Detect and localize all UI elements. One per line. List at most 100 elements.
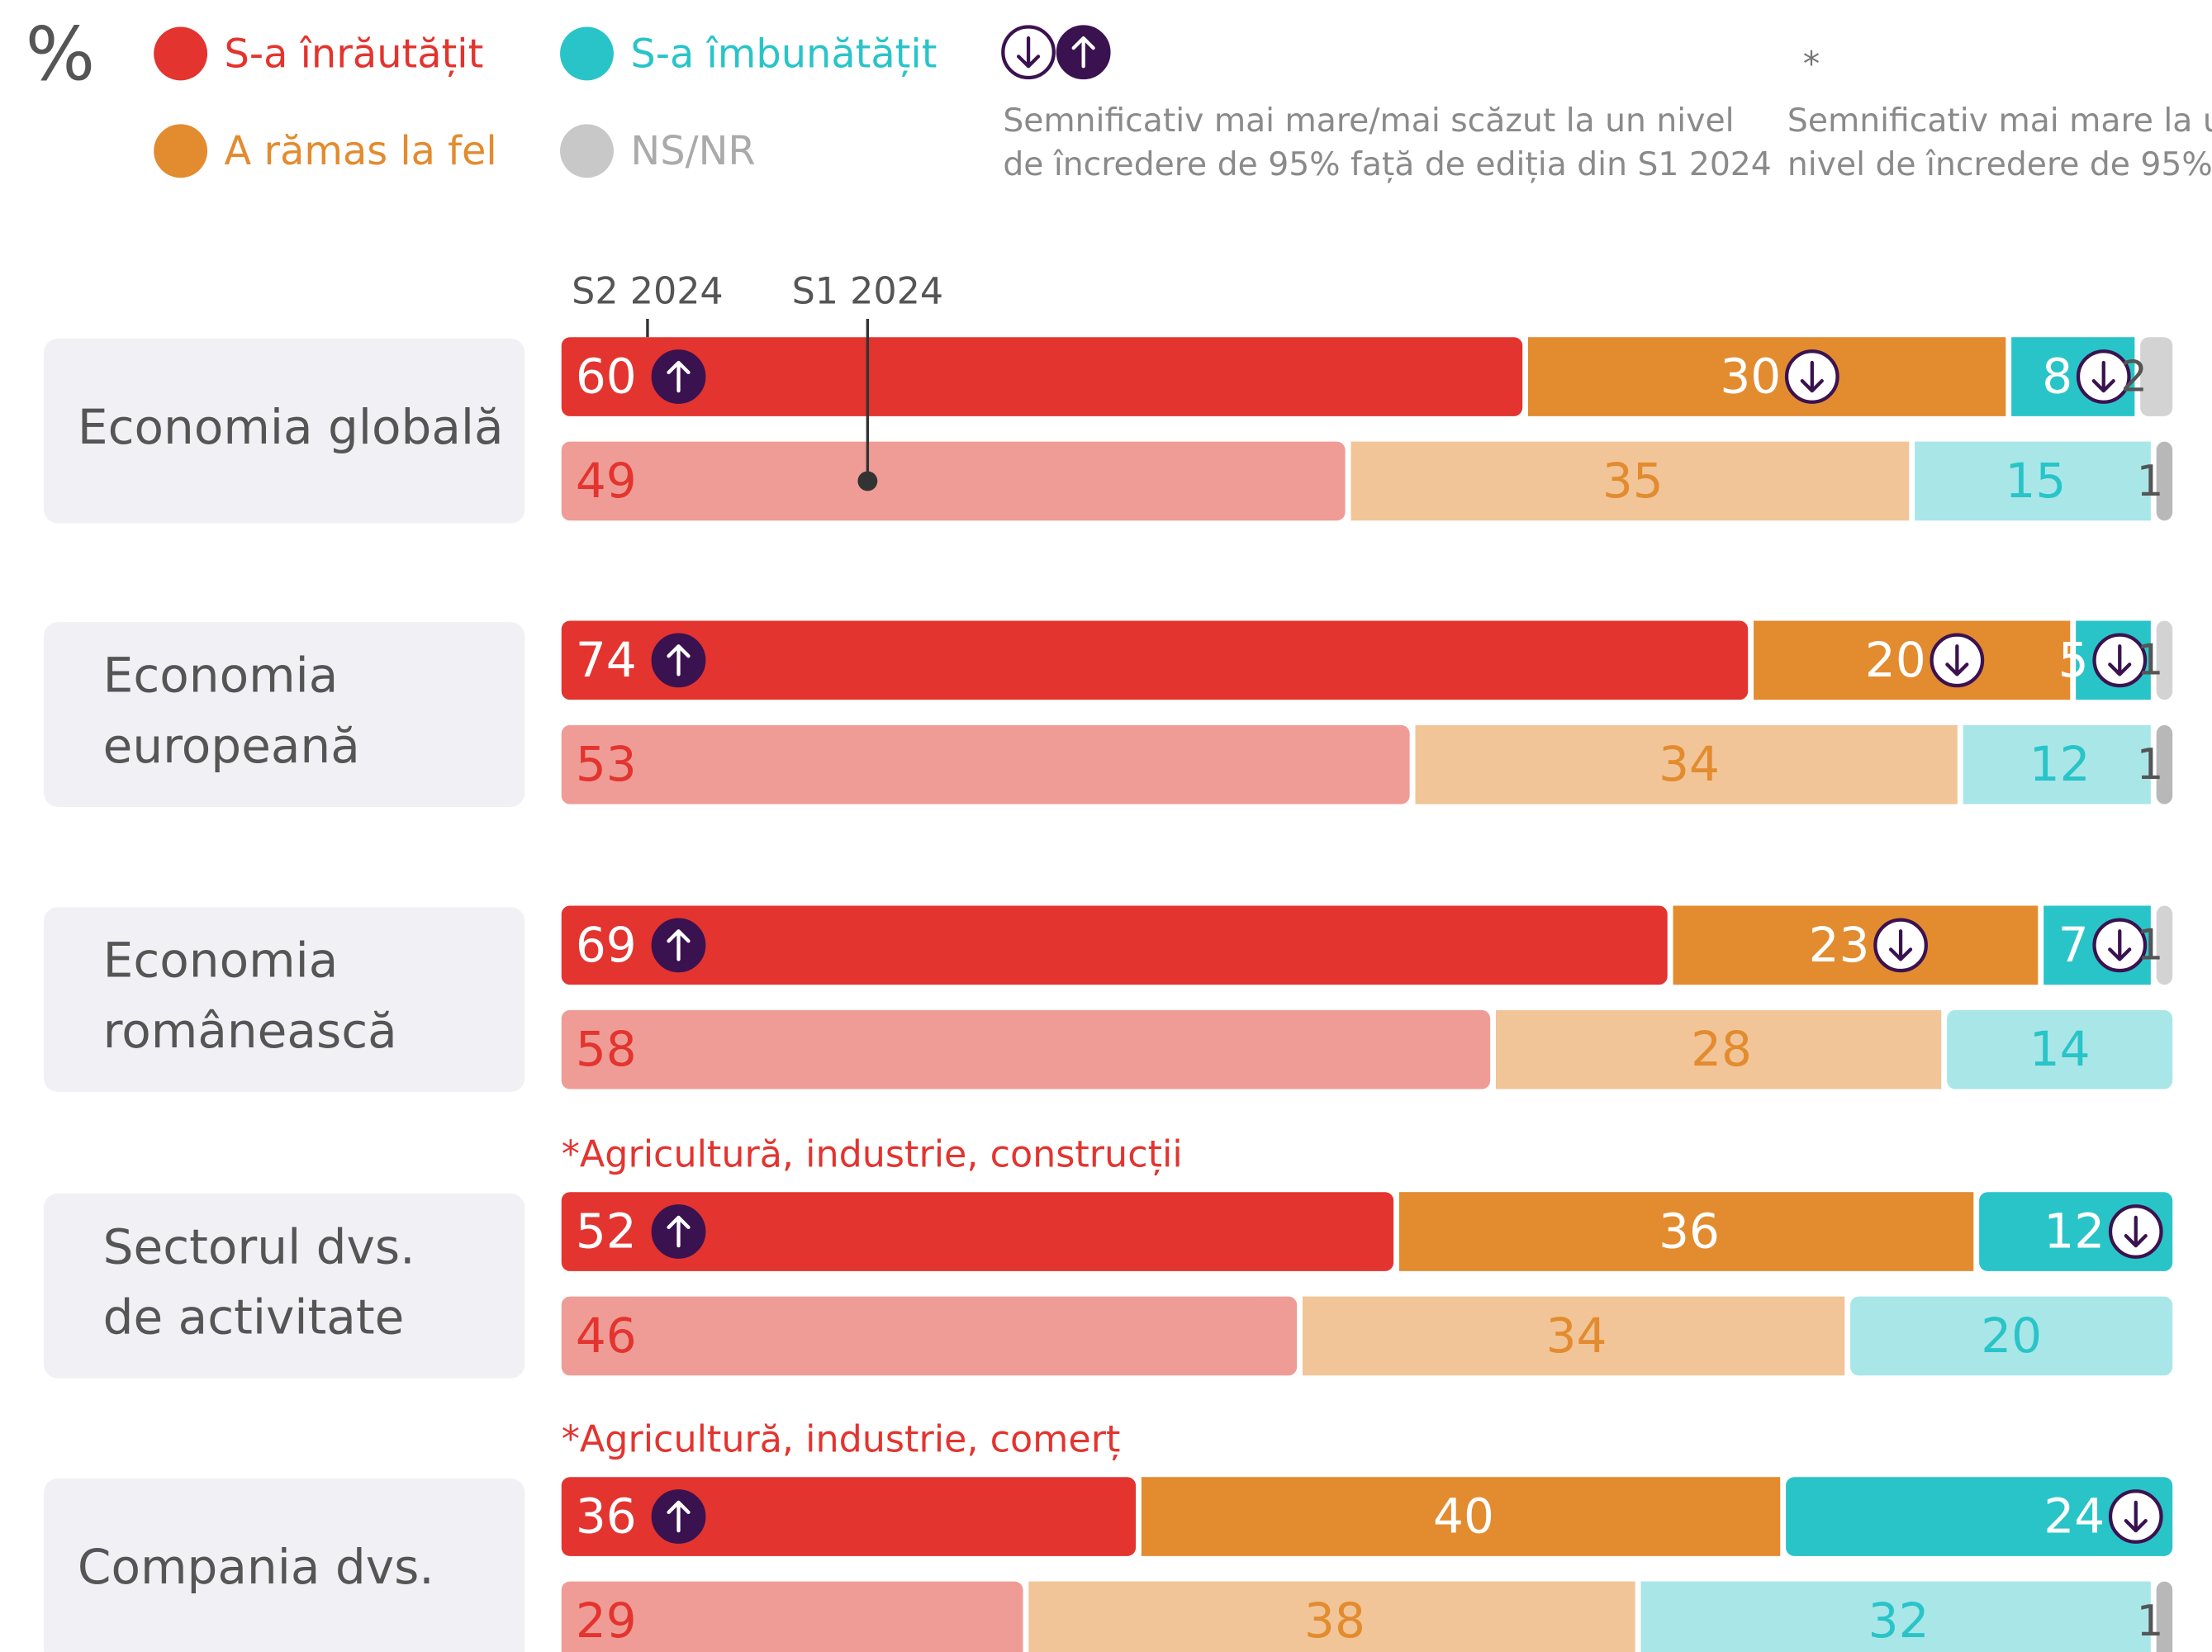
value-label: 34 bbox=[1659, 736, 1720, 792]
legend-swatch bbox=[560, 124, 614, 178]
value-label: 20 bbox=[1865, 632, 1926, 688]
bar-segment bbox=[1640, 1581, 2151, 1652]
value-label: 60 bbox=[576, 349, 637, 405]
category-box bbox=[43, 907, 525, 1092]
unit-label: % bbox=[26, 12, 95, 97]
bar-segment bbox=[1673, 905, 2039, 985]
bar-segment bbox=[1495, 1009, 1942, 1089]
significance-marker bbox=[1056, 25, 1111, 80]
bar-segment bbox=[1754, 620, 2071, 700]
bar-segment bbox=[2156, 1581, 2173, 1652]
value-label: 12 bbox=[2029, 736, 2091, 792]
bar-segment bbox=[561, 620, 1749, 700]
bar-segment bbox=[1963, 724, 2151, 805]
value-label: 46 bbox=[576, 1308, 637, 1364]
marker-arrow bbox=[2108, 644, 2132, 676]
value-label: 53 bbox=[576, 736, 637, 792]
bar-segment bbox=[561, 1009, 1491, 1089]
category-label: Sectorul dvs. bbox=[103, 1218, 415, 1275]
bar-segment bbox=[2140, 337, 2173, 416]
significance-marker bbox=[2108, 1204, 2163, 1259]
legend-swatch bbox=[154, 124, 208, 178]
category-label: de activitate bbox=[103, 1289, 405, 1346]
bar-segment bbox=[1398, 1192, 1974, 1271]
category-box bbox=[43, 1478, 525, 1652]
significance-marker bbox=[2108, 1489, 2163, 1544]
leader-dot bbox=[857, 471, 878, 491]
value-label: 5 bbox=[2058, 632, 2089, 688]
bar-segment bbox=[561, 905, 1668, 985]
legend-label: A rămas la fel bbox=[225, 129, 497, 174]
marker-arrow bbox=[667, 1215, 691, 1248]
note: *Agricultură, industrie, comerț bbox=[562, 1419, 1121, 1461]
value-label: 74 bbox=[576, 632, 637, 688]
legend-label: S-a înrăutățit bbox=[225, 31, 484, 77]
value-label: 15 bbox=[2005, 453, 2066, 509]
bar-segment bbox=[1028, 1581, 1635, 1652]
bar-segment bbox=[561, 724, 1410, 805]
value-label: 40 bbox=[1433, 1488, 1494, 1545]
marker-arrow bbox=[1888, 929, 1913, 961]
marker-arrow bbox=[1800, 360, 1824, 393]
value-label: 24 bbox=[2043, 1488, 2105, 1545]
bar-segment bbox=[2156, 441, 2173, 521]
marker-arrow bbox=[667, 360, 691, 393]
significance-marker bbox=[1784, 349, 1839, 404]
value-label: 8 bbox=[2042, 349, 2072, 405]
significance-marker bbox=[2076, 349, 2131, 404]
value-label: 34 bbox=[1546, 1308, 1607, 1364]
bar-segment bbox=[1302, 1296, 1845, 1376]
significance-marker bbox=[1873, 918, 1928, 973]
value-label: 32 bbox=[1868, 1593, 1930, 1649]
significance-marker bbox=[651, 1489, 706, 1544]
legend-swatch bbox=[560, 26, 614, 81]
value-label: 30 bbox=[1720, 349, 1781, 405]
category-label: Economia bbox=[103, 933, 339, 989]
bar-segment bbox=[1528, 337, 2006, 416]
value-label: 49 bbox=[576, 453, 637, 509]
star-legend: nivel de încredere de 95% bbox=[1787, 146, 2212, 183]
category-box bbox=[43, 622, 525, 807]
significance-marker bbox=[2092, 918, 2148, 973]
marker-arrow bbox=[2124, 1500, 2148, 1533]
legend-label: S-a îmbunătățit bbox=[630, 31, 937, 77]
category-label: românească bbox=[103, 1003, 397, 1059]
value-label: 1 bbox=[2137, 1597, 2164, 1646]
bar-segment bbox=[561, 441, 1346, 521]
value-label: 7 bbox=[2058, 917, 2089, 973]
marker-arrow bbox=[667, 644, 691, 676]
significance-marker bbox=[1930, 633, 1985, 688]
value-label: 12 bbox=[2043, 1203, 2105, 1260]
value-label: 52 bbox=[576, 1203, 637, 1260]
bar-segment bbox=[1415, 724, 1958, 805]
bar-segment bbox=[2156, 724, 2173, 805]
value-label: 1 bbox=[2137, 636, 2164, 686]
bar-segment bbox=[561, 1296, 1298, 1376]
star-legend: Semnificativ mai mare la un bbox=[1787, 102, 2212, 140]
value-label: 1 bbox=[2137, 457, 2164, 506]
bar-segment bbox=[1786, 1477, 2173, 1556]
legend-label: NS/NR bbox=[630, 129, 755, 174]
significance-legend: Semnificativ mai mare/mai scăzut la un n… bbox=[1003, 102, 1734, 140]
value-label: 1 bbox=[2137, 740, 2164, 790]
marker-arrow bbox=[2091, 360, 2115, 393]
note: *Agricultură, industrie, construcții bbox=[562, 1134, 1183, 1176]
significance-marker bbox=[2092, 633, 2148, 688]
category-box bbox=[43, 1193, 525, 1379]
bar-segment bbox=[1141, 1477, 1781, 1556]
value-label: 29 bbox=[576, 1593, 637, 1649]
bar-segment bbox=[1915, 441, 2151, 521]
marker-arrow bbox=[667, 929, 691, 961]
value-label: 35 bbox=[1602, 453, 1664, 509]
value-label: 20 bbox=[1981, 1308, 2042, 1364]
marker-arrow bbox=[1945, 644, 1969, 676]
significance-marker bbox=[651, 633, 706, 688]
category-label: Economia bbox=[103, 648, 339, 704]
value-label: 36 bbox=[1659, 1203, 1720, 1260]
category-label: europeană bbox=[103, 718, 360, 774]
category-label: Compania dvs. bbox=[78, 1539, 434, 1595]
star-symbol: * bbox=[1803, 44, 1820, 83]
category-label: Economia globală bbox=[78, 399, 504, 455]
